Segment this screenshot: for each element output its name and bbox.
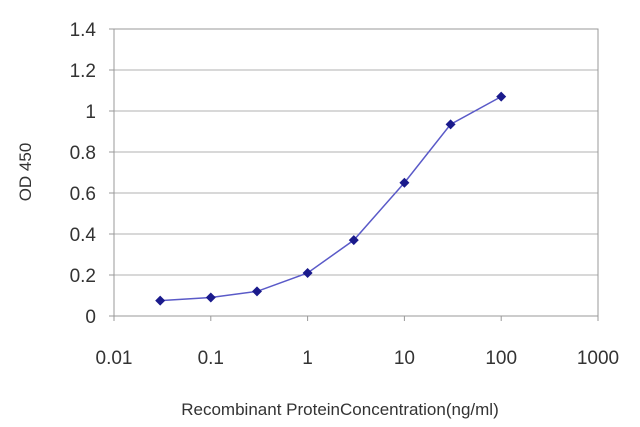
y-tick-label: 0.8 <box>70 143 96 164</box>
x-tick-label: 1 <box>302 348 313 369</box>
x-tick-label: 1000 <box>577 348 619 369</box>
plot-area <box>113 28 599 317</box>
x-axis-title: Recombinant ProteinConcentration(ng/ml) <box>181 400 499 419</box>
data-point <box>445 119 456 130</box>
y-axis-title: OD 450 <box>16 143 35 202</box>
y-tick-label: 0.4 <box>70 225 97 246</box>
x-tick-label: 0.01 <box>96 348 133 369</box>
y-tick-label: 1.2 <box>70 61 96 82</box>
x-tick-label: 10 <box>394 348 415 369</box>
series-line <box>160 95 502 302</box>
y-tick-label: 0.2 <box>70 266 96 287</box>
data-point <box>302 267 313 278</box>
y-tick-label: 1 <box>85 102 96 123</box>
x-tick-label: 0.1 <box>198 348 224 369</box>
data-point <box>251 286 262 297</box>
data-point <box>348 235 359 246</box>
data-point <box>496 91 507 102</box>
data-point <box>399 177 410 188</box>
y-tick-label: 0.6 <box>70 184 96 205</box>
y-tick-label: 0 <box>85 307 96 328</box>
data-point <box>205 292 216 303</box>
x-tick-label: 100 <box>485 348 517 369</box>
y-tick-label: 1.4 <box>70 20 97 41</box>
data-point <box>155 295 166 306</box>
